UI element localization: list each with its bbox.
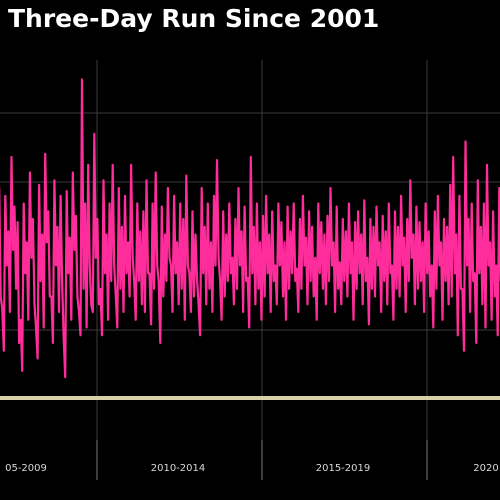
series-layer — [0, 78, 500, 379]
x-tick-label: 2015-2019 — [316, 463, 371, 474]
x-axis — [0, 396, 500, 480]
x-tick-labels: 05-2009 2010-2014 2015-2019 2020 — [5, 463, 499, 474]
series-line — [0, 78, 500, 379]
x-tick-label: 2010-2014 — [151, 463, 206, 474]
x-tick-label: 05-2009 — [5, 463, 47, 474]
x-tick-label: 2020 — [473, 463, 498, 474]
chart-title: Three-Day Run Since 2001 — [8, 4, 380, 33]
